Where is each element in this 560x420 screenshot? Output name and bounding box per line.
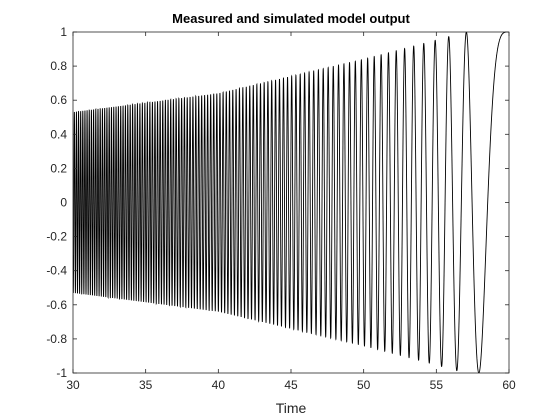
- chart-title: Measured and simulated model output: [172, 11, 410, 26]
- y-tick-label: -1: [56, 366, 67, 380]
- y-tick-label: 0.6: [50, 93, 67, 107]
- x-tick-label: 45: [284, 378, 298, 392]
- y-tick-label: 1: [60, 25, 67, 39]
- y-tick-label: -0.4: [46, 264, 67, 278]
- x-tick-label: 30: [66, 378, 80, 392]
- x-axis-label: Time: [276, 400, 307, 416]
- y-tick-label: -0.8: [46, 332, 67, 346]
- x-tick-label: 55: [430, 378, 444, 392]
- y-tick-label: 0: [60, 196, 67, 210]
- y-tick-label: -0.2: [46, 230, 67, 244]
- axes-layer: 30 35 40 45 50 55 60 -1 -0.8 -0.6 -0.4 -0.2 0 0.2 0.4 0…: [46, 25, 516, 392]
- x-tick-label: 50: [357, 378, 371, 392]
- x-tick-label: 60: [502, 378, 516, 392]
- series-line: [73, 32, 509, 373]
- y-tick-label: 0.8: [50, 59, 67, 73]
- y-tick-label: 0.4: [50, 127, 67, 141]
- y-tick-label: -0.6: [46, 298, 67, 312]
- x-tick-label: 40: [212, 378, 226, 392]
- series-layer: [73, 32, 509, 373]
- x-tick-label: 35: [139, 378, 153, 392]
- y-tick-label: 0.2: [50, 161, 67, 175]
